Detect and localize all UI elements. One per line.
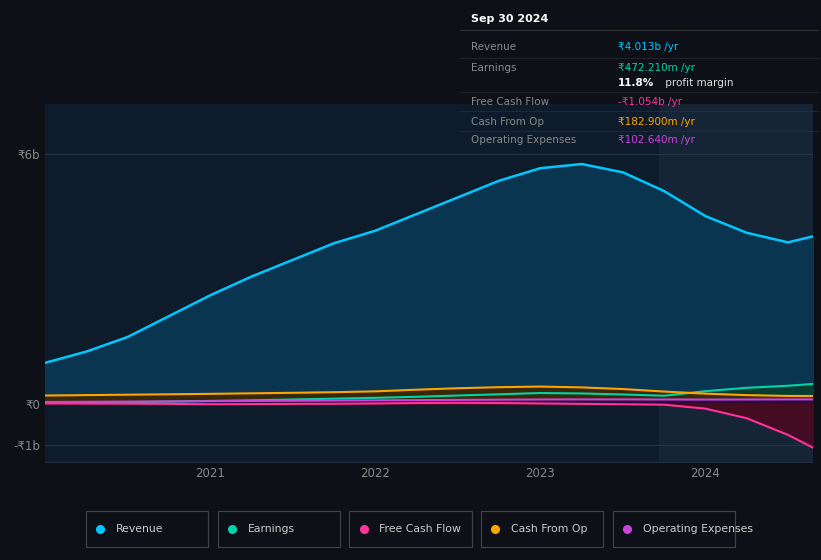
Text: Operating Expenses: Operating Expenses [643, 524, 753, 534]
Text: profit margin: profit margin [663, 78, 734, 88]
Text: -₹1.054b /yr: -₹1.054b /yr [617, 97, 681, 108]
Text: ₹102.640m /yr: ₹102.640m /yr [617, 136, 695, 145]
FancyBboxPatch shape [86, 511, 209, 547]
FancyBboxPatch shape [481, 511, 603, 547]
Text: Earnings: Earnings [470, 63, 516, 73]
FancyBboxPatch shape [612, 511, 735, 547]
Text: Cash From Op: Cash From Op [470, 116, 544, 127]
Text: ₹4.013b /yr: ₹4.013b /yr [617, 42, 678, 52]
Text: ₹472.210m /yr: ₹472.210m /yr [617, 63, 695, 73]
FancyBboxPatch shape [350, 511, 471, 547]
Text: Free Cash Flow: Free Cash Flow [470, 97, 548, 108]
Text: Revenue: Revenue [470, 42, 516, 52]
Text: 11.8%: 11.8% [617, 78, 654, 88]
Bar [659, 104, 813, 462]
FancyBboxPatch shape [218, 511, 340, 547]
Text: ₹182.900m /yr: ₹182.900m /yr [617, 116, 695, 127]
Text: Revenue: Revenue [116, 524, 163, 534]
Text: Cash From Op: Cash From Op [511, 524, 588, 534]
Text: Earnings: Earnings [248, 524, 295, 534]
Text: Sep 30 2024: Sep 30 2024 [470, 14, 548, 24]
Text: Free Cash Flow: Free Cash Flow [379, 524, 461, 534]
Text: Operating Expenses: Operating Expenses [470, 136, 576, 145]
